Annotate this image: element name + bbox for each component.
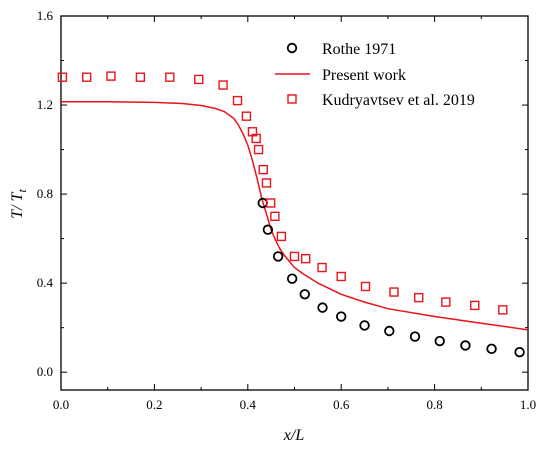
data-point-kudryavtsev [270,211,280,222]
data-point-kudryavtsev [258,164,268,175]
data-point-kudryavtsev [232,95,243,106]
x-tick-label: 1.0 [520,397,536,412]
x-tick-label: 0.6 [333,397,350,412]
data-point-rothe [317,302,328,313]
data-point-rothe [514,346,525,358]
legend-label-kudryavtsev: Kudryavtsev et al. 2019 [322,92,475,109]
y-tick-label: 1.6 [37,8,54,23]
data-point-kudryavtsev [301,253,311,264]
data-point-kudryavtsev [336,271,346,282]
data-point-kudryavtsev [276,231,287,242]
y-axis-ticks: 0.0 0.4 0.8 1.2 1.6 [37,8,528,379]
data-point-kudryavtsev [441,297,451,307]
data-point-rothe [384,325,395,337]
data-point-rothe [286,273,298,284]
data-point-kudryavtsev [389,287,399,297]
legend-label-rothe: Rothe 1971 [322,41,396,58]
data-point-rothe [299,289,310,300]
data-point-kudryavtsev [135,72,146,82]
data-point-kudryavtsev [241,111,252,121]
data-point-kudryavtsev [106,71,116,81]
data-point-kudryavtsev [251,133,261,144]
data-point-kudryavtsev [289,251,300,262]
x-tick-label: 0.0 [53,397,69,412]
data-point-rothe [336,311,347,322]
x-tick-label: 0.2 [146,397,162,412]
series-layer [57,71,529,358]
legend-marker-square [287,94,297,104]
x-tick-label: 0.8 [426,397,442,412]
data-point-kudryavtsev [470,300,480,311]
legend-label-present-work: Present work [322,67,406,84]
x-axis-label: x/L [283,427,305,444]
legend-marker-circle [286,42,298,54]
data-point-kudryavtsev [317,262,327,273]
data-point-kudryavtsev [360,281,371,292]
data-point-kudryavtsev [414,292,424,303]
series-line-present-work [61,100,529,331]
y-tick-label: 0.4 [37,275,54,290]
data-point-rothe [434,335,445,347]
data-point-kudryavtsev [57,72,68,82]
data-point-rothe [486,343,497,355]
legend: Rothe 1971 Present work Kudryavtsev et a… [275,41,475,109]
data-point-kudryavtsev [81,72,92,82]
y-tick-label: 0.8 [37,186,53,201]
data-point-kudryavtsev [261,178,272,188]
data-point-kudryavtsev [498,305,508,315]
data-point-rothe [262,224,274,235]
data-point-kudryavtsev [165,72,175,82]
data-point-kudryavtsev [218,80,228,90]
data-point-rothe [359,320,370,331]
legend-item-rothe: Rothe 1971 [286,41,396,58]
y-tick-label: 0.0 [37,364,53,379]
y-axis-label-main: T/ T [9,191,26,218]
data-point-kudryavtsev [265,198,276,208]
data-point-kudryavtsev [194,74,204,85]
data-point-rothe [272,251,284,262]
legend-item-kudryavtsev: Kudryavtsev et al. 2019 [287,92,475,109]
data-point-kudryavtsev [253,144,264,155]
data-point-rothe [409,331,421,342]
data-point-rothe [460,340,471,351]
y-tick-label: 1.2 [37,97,53,112]
plot-frame [60,15,529,391]
y-axis-label-sub: t [15,189,29,193]
y-axis-label: T/ Tt [9,189,29,219]
svg-text:T/ Tt: T/ Tt [9,189,29,219]
legend-item-present-work: Present work [275,67,406,84]
x-tick-label: 0.4 [240,397,257,412]
x-axis-ticks: 0.0 0.2 0.4 0.6 0.8 1.0 [53,16,536,412]
